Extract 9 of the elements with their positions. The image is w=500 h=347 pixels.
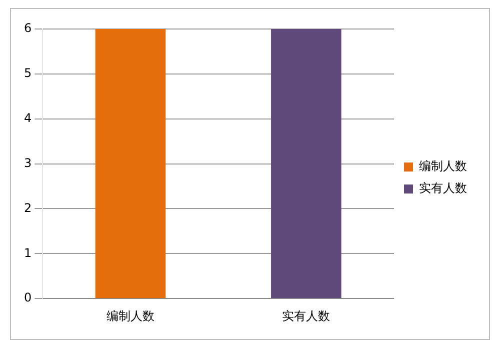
y-tick-label: 6 — [24, 21, 32, 36]
y-tick-label: 3 — [24, 156, 32, 170]
legend-label: 实有人数 — [419, 181, 467, 196]
y-tick-label: 1 — [24, 246, 32, 260]
y-tick-label: 4 — [24, 110, 32, 125]
y-tick-label: 5 — [24, 66, 32, 80]
legend-label: 编制人数 — [419, 159, 467, 174]
y-tick-label: 0 — [24, 290, 32, 305]
y-tick-label: 2 — [24, 200, 32, 215]
